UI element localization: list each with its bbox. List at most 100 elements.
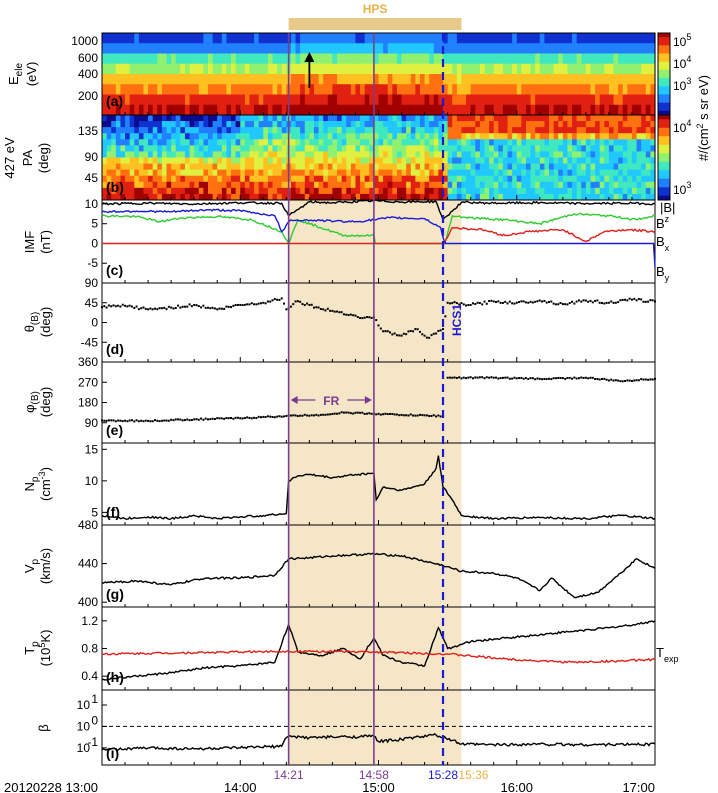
theta-dot: [541, 300, 544, 303]
heatmap-b-cell: [484, 193, 490, 201]
heatmap-b-cell: [194, 181, 200, 189]
heatmap-a-cell: [387, 63, 393, 75]
heatmap-b-cell: [148, 169, 154, 177]
heatmap-a-cell: [263, 43, 269, 54]
heatmap-a-cell: [456, 94, 463, 106]
theta-dot: [292, 303, 295, 306]
theta-dot: [619, 299, 622, 302]
heatmap-a-cell: [304, 104, 310, 116]
heatmap-b-cell: [184, 139, 191, 146]
heatmap-b-cell: [203, 133, 209, 140]
heatmap-b-cell: [406, 193, 412, 201]
heatmap-b-cell: [521, 145, 527, 152]
heatmap-b-cell: [567, 187, 573, 195]
heatmap-a-cell: [272, 104, 278, 116]
heatmap-a-cell: [290, 63, 297, 75]
arrow-head: [304, 52, 315, 62]
heatmap-b-cell: [433, 121, 440, 128]
heatmap-b-cell: [267, 133, 274, 140]
heatmap-b-cell: [479, 139, 486, 146]
heatmap-a-cell: [604, 63, 610, 75]
heatmap-b-cell: [161, 127, 168, 134]
theta-dot: [644, 300, 647, 303]
phi-dot: [635, 379, 638, 382]
heatmap-b-cell: [466, 157, 472, 164]
heatmap-a-cell: [549, 43, 555, 54]
heatmap-b-cell: [631, 193, 638, 201]
heatmap-b-cell: [369, 163, 375, 171]
heatmap-b-cell: [429, 157, 435, 164]
heatmap-b-cell: [383, 115, 389, 122]
heatmap-b-cell: [521, 121, 527, 128]
heatmap-b-cell: [456, 175, 463, 183]
heatmap-b-cell: [207, 151, 214, 158]
phi-dot: [557, 376, 560, 379]
heatmap-a-cell: [636, 53, 642, 65]
heatmap-b-cell: [189, 151, 195, 158]
heatmap-b-cell: [618, 133, 624, 140]
theta-point: [654, 300, 656, 303]
heatmap-b-cell: [138, 169, 145, 177]
heatmap-b-cell: [360, 163, 366, 171]
phi-dot: [474, 376, 477, 379]
heatmap-b-cell: [327, 187, 334, 195]
heatmap-b-cell: [604, 151, 610, 158]
heatmap-a-cell: [572, 43, 578, 54]
heatmap-b-cell: [585, 157, 592, 164]
heatmap-b-cell: [115, 121, 122, 128]
heatmap-b-cell: [125, 139, 131, 146]
heatmap-a-cell: [558, 53, 564, 65]
heatmap-b-cell: [396, 181, 403, 189]
heatmap-b-cell: [544, 193, 550, 201]
heatmap-a-cell: [567, 84, 573, 95]
heatmap-a-cell: [129, 43, 135, 54]
heatmap-b-cell: [148, 127, 154, 134]
theta-dot: [462, 303, 465, 306]
heatmap-a-cell: [115, 33, 122, 44]
heatmap-a-cell: [300, 43, 306, 54]
heatmap-b-cell: [521, 127, 527, 134]
heatmap-b-cell: [539, 139, 545, 146]
heatmap-b-cell: [341, 157, 347, 164]
colorbar-1-seg: [658, 94, 670, 97]
heatmap-b-cell: [567, 139, 573, 146]
heatmap-b-cell: [240, 169, 246, 177]
heatmap-b-cell: [484, 151, 490, 158]
heatmap-a-cell: [111, 84, 117, 95]
heatmap-b-cell: [364, 133, 370, 140]
heatmap-b-cell: [576, 151, 582, 158]
phi-dot: [243, 417, 246, 420]
heatmap-b-cell: [171, 187, 177, 195]
heatmap-b-cell: [489, 127, 495, 134]
heatmap-a-cell: [129, 74, 135, 85]
heatmap-a-cell: [346, 74, 352, 85]
heatmap-b-cell: [396, 139, 403, 146]
theta-dot: [488, 300, 491, 303]
phi-dot: [294, 414, 297, 417]
heatmap-b-cell: [277, 193, 283, 201]
heatmap-a-cell: [415, 53, 421, 65]
heatmap-b-cell: [493, 115, 499, 122]
heatmap-b-cell: [304, 181, 310, 189]
colorbar-1-seg: [658, 100, 670, 104]
heatmap-a-cell: [120, 84, 126, 95]
heatmap-b-cell: [585, 163, 592, 171]
heatmap-a-cell: [645, 33, 651, 44]
heatmap-b-cell: [572, 121, 578, 128]
heatmap-a-cell: [641, 84, 647, 95]
heatmap-b-cell: [235, 163, 241, 171]
heatmap-b-cell: [475, 121, 481, 128]
heatmap-b-cell: [327, 181, 334, 189]
heatmap-b-cell: [272, 115, 278, 122]
heatmap-a-cell: [244, 94, 251, 106]
heatmap-b-cell: [387, 145, 393, 152]
heatmap-a-cell: [521, 104, 527, 116]
heatmap-a-cell: [466, 104, 472, 116]
heatmap-b-cell: [240, 145, 246, 152]
theta-dot: [444, 315, 447, 318]
heatmap-a-cell: [341, 74, 347, 85]
heatmap-b-cell: [392, 181, 398, 189]
heatmap-b-cell: [106, 181, 112, 189]
heatmap-b-cell: [378, 121, 384, 128]
heatmap-b-cell: [502, 139, 509, 146]
